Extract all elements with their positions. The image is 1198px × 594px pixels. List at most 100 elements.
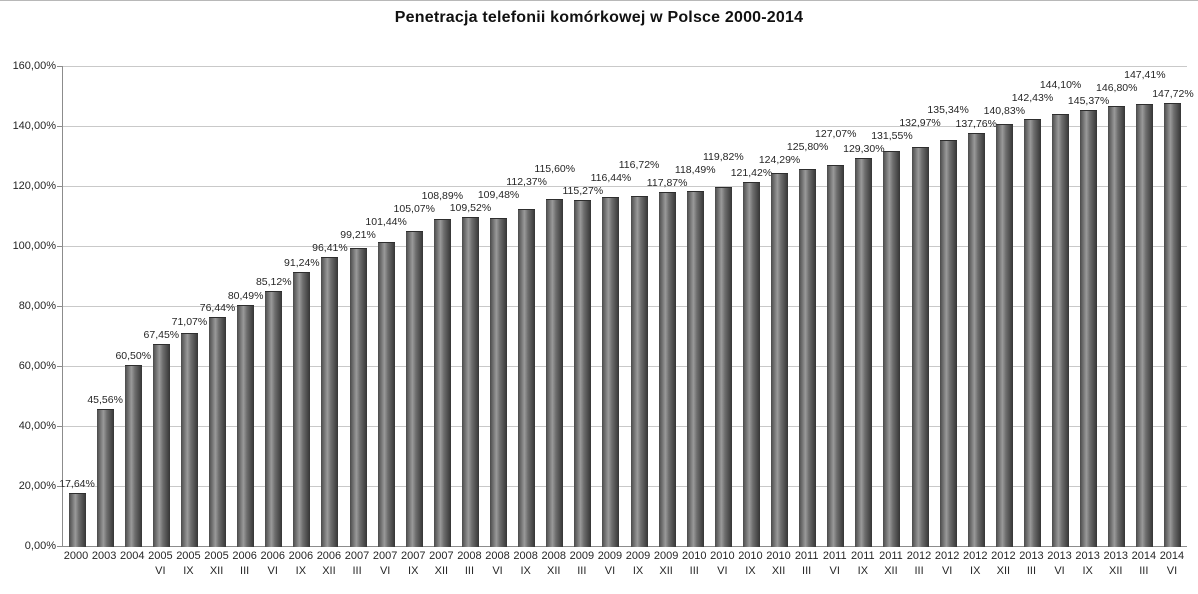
y-axis-tick <box>57 366 62 367</box>
bar <box>124 364 142 547</box>
x-axis-year-label: 2011 <box>879 550 903 562</box>
x-axis-year-label: 2013 <box>1019 550 1044 562</box>
x-axis-year-label: 2010 <box>710 550 735 562</box>
x-axis-year-label: 2012 <box>991 550 1016 562</box>
bar <box>967 132 985 547</box>
bar <box>349 248 367 547</box>
x-axis-year-label: 2009 <box>569 550 595 562</box>
bar <box>1108 105 1126 547</box>
x-axis-month-label: XII <box>996 565 1011 577</box>
y-axis-tick <box>57 126 62 127</box>
bar <box>714 186 732 547</box>
bar <box>883 151 901 547</box>
bar-value-label: 129,30% <box>843 143 885 156</box>
x-axis-year-label: 2010 <box>738 550 763 562</box>
y-axis-tick <box>57 186 62 187</box>
x-axis-month-label: XII <box>771 565 786 577</box>
x-axis-year-label: 2009 <box>597 550 623 562</box>
x-axis-year-label: 2007 <box>344 550 370 562</box>
x-axis-year-label: 2000 <box>63 550 89 562</box>
y-axis-label: 40,00% <box>18 420 56 432</box>
chart-title: Penetracja telefonii komórkowej w Polsce… <box>394 9 804 26</box>
gridline <box>63 426 1187 427</box>
bar-value-label: 96,41% <box>312 241 348 254</box>
bar <box>209 316 227 547</box>
x-axis-year-label: 2006 <box>232 550 257 562</box>
bar <box>265 290 283 547</box>
bar-value-label: 119,82% <box>703 151 744 164</box>
y-axis-label: 20,00% <box>18 480 56 492</box>
x-axis-year-label: 2005 <box>204 550 229 562</box>
bar-value-label: 117,87% <box>646 177 688 190</box>
gridline <box>63 486 1187 487</box>
bar-value-label: 142,43% <box>1011 91 1054 104</box>
x-axis-month-label: VI <box>379 565 391 577</box>
y-axis-label: 120,00% <box>12 180 56 192</box>
x-axis-year-label: 2011 <box>794 550 819 562</box>
x-axis-year-label: 2008 <box>485 550 510 562</box>
x-axis-year-label: 2011 <box>822 550 847 562</box>
x-axis-year-label: 2009 <box>625 550 651 562</box>
x-axis-year-label: 2006 <box>316 550 342 562</box>
bar <box>377 241 395 547</box>
x-axis-month-label: IX <box>295 565 307 577</box>
bar-value-label: 125,80% <box>786 140 829 153</box>
bar-value-label: 109,48% <box>477 189 520 202</box>
gridline <box>63 246 1187 247</box>
bar <box>686 190 704 547</box>
bar <box>490 217 508 547</box>
x-axis-year-label: 2013 <box>1075 550 1100 562</box>
bar-value-label: 145,37% <box>1067 94 1110 107</box>
bar-value-label: 132,97% <box>899 117 941 130</box>
gridline <box>63 306 1187 307</box>
x-axis-month-label: XII <box>322 565 336 577</box>
bar <box>405 230 423 547</box>
bar-value-label: 108,89% <box>421 189 464 202</box>
x-axis-year-label: 2010 <box>682 550 707 562</box>
x-axis-month-label: III <box>464 565 475 577</box>
bar <box>939 139 957 547</box>
x-axis-month-label: III <box>802 565 812 577</box>
y-axis-tick <box>57 426 62 427</box>
bar <box>995 123 1013 547</box>
bar-value-label: 147,72% <box>1152 87 1194 100</box>
bar <box>96 409 114 547</box>
x-axis-year-label: 2014 <box>1159 550 1185 562</box>
y-axis-tick <box>57 486 62 487</box>
bar-value-label: 60,50% <box>115 349 152 362</box>
x-axis-year-label: 2011 <box>851 550 875 562</box>
y-axis-label: 140,00% <box>12 120 56 132</box>
gridline <box>63 126 1187 127</box>
bar <box>180 332 198 547</box>
x-axis-month-label: IX <box>970 565 981 577</box>
x-axis-year-label: 2006 <box>288 550 314 562</box>
bar <box>1164 102 1182 547</box>
x-axis-month-label: VI <box>1166 565 1178 577</box>
bar-value-label: 76,44% <box>199 301 236 314</box>
bar <box>293 272 311 547</box>
x-axis-month-label: IX <box>745 565 756 577</box>
bar <box>602 196 620 547</box>
bar-value-label: 112,37% <box>506 176 547 189</box>
bar-value-label: 127,07% <box>815 127 857 140</box>
bar-value-label: 124,29% <box>758 153 801 166</box>
bar <box>771 173 789 547</box>
x-axis-month-label: III <box>914 565 924 577</box>
x-axis-year-label: 2008 <box>513 550 538 562</box>
y-axis-label: 160,00% <box>12 60 56 72</box>
x-axis-month-label: III <box>577 565 587 577</box>
x-axis-month-label: VI <box>717 565 728 577</box>
gridline <box>63 186 1187 187</box>
bar-value-label: 131,55% <box>871 130 913 143</box>
y-axis-tick <box>57 66 62 67</box>
y-axis-tick <box>57 246 62 247</box>
gridline <box>63 366 1187 367</box>
bar-value-label: 116,72% <box>618 159 660 172</box>
bar <box>1136 103 1154 547</box>
x-axis-year-label: 2012 <box>963 550 988 562</box>
bar-value-label: 67,45% <box>143 328 180 341</box>
x-axis-month-label: VI <box>492 565 503 577</box>
x-axis-month-label: IX <box>632 565 644 577</box>
x-axis-year-label: 2005 <box>148 550 173 562</box>
bar-value-label: 99,21% <box>340 228 376 241</box>
